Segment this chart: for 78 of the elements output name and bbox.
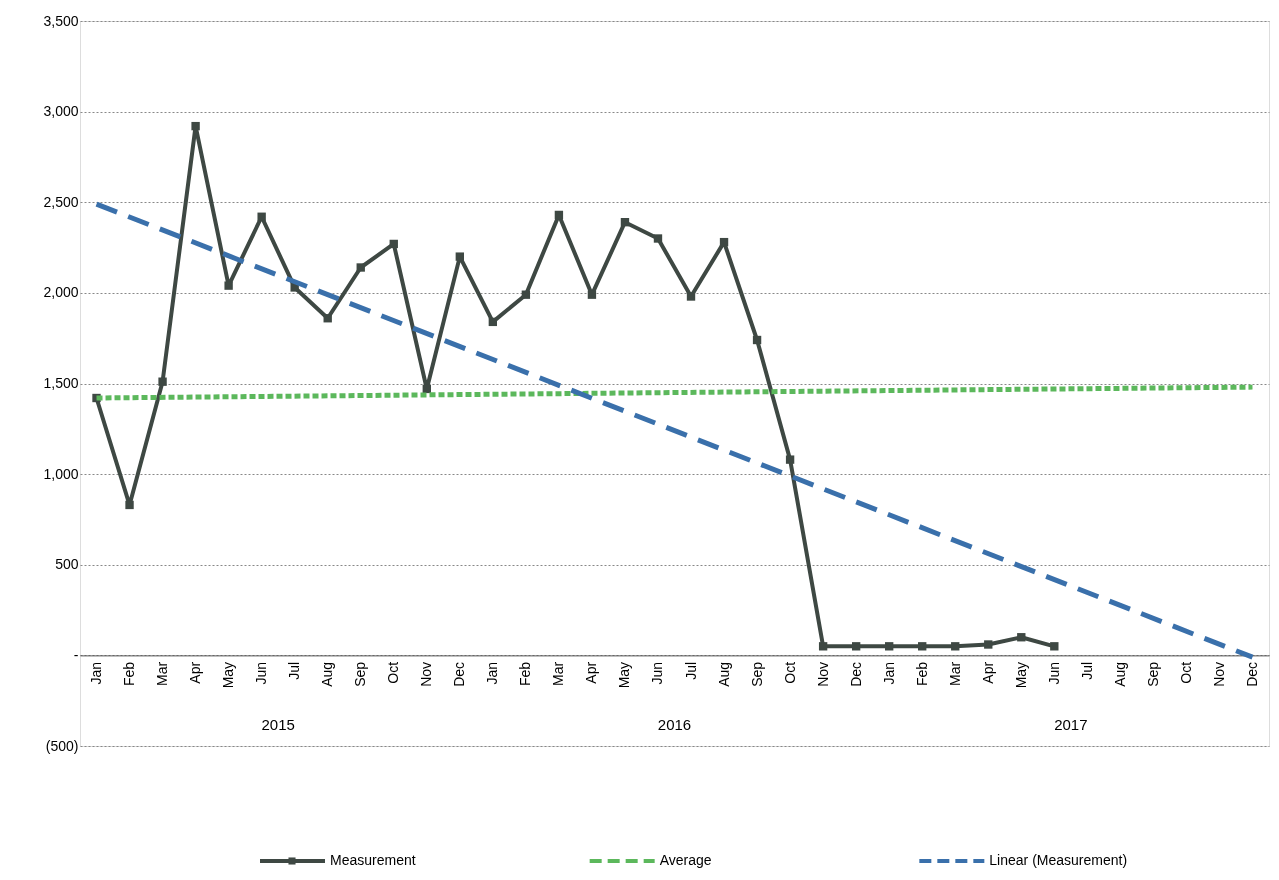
x-tick-label: Jul xyxy=(1078,661,1095,680)
point xyxy=(653,234,663,243)
point xyxy=(918,642,927,651)
x-tick-label: Mar xyxy=(154,661,171,686)
x-tick-label: Nov xyxy=(814,661,831,687)
y-tick-label: 2,000 xyxy=(43,284,79,301)
x-tick-label: Sep xyxy=(748,661,765,687)
point xyxy=(323,314,332,323)
point xyxy=(257,212,266,221)
point xyxy=(951,642,960,651)
point xyxy=(389,239,398,249)
x-tick-label: May xyxy=(616,661,633,689)
point xyxy=(488,317,498,327)
x-tick-label: Feb xyxy=(517,661,534,686)
x-tick-label: Jan xyxy=(880,661,897,685)
point xyxy=(587,290,597,299)
legend-label: Linear (Measurement) xyxy=(989,852,1128,868)
legend-label: Average xyxy=(659,852,712,868)
annotation: 2016 xyxy=(657,716,692,734)
point xyxy=(521,290,531,299)
x-tick-label: May xyxy=(1012,661,1029,689)
y-tick-label: 2,500 xyxy=(43,193,79,210)
y-tick-label: - xyxy=(73,646,79,663)
point xyxy=(885,642,894,651)
point xyxy=(620,218,630,227)
x-tick-label: Dec xyxy=(847,661,864,687)
point xyxy=(158,377,167,386)
x-tick-label: Jan xyxy=(88,661,105,685)
point xyxy=(356,263,365,272)
x-tick-label: Jul xyxy=(682,661,699,680)
point xyxy=(719,237,729,247)
x-tick-label: Aug xyxy=(319,661,336,687)
y-tick-label: 3,500 xyxy=(43,12,79,29)
point xyxy=(125,500,134,510)
annotation: 2015 xyxy=(261,716,295,734)
legend-label: Measurement xyxy=(330,852,416,868)
point xyxy=(224,281,233,290)
point xyxy=(851,642,861,651)
x-tick-label: Oct xyxy=(781,661,798,684)
x-tick-label: Feb xyxy=(913,661,930,686)
x-tick-label: Apr xyxy=(583,661,600,684)
x-tick-label: Nov xyxy=(418,661,435,687)
point xyxy=(1017,633,1026,642)
x-tick-label: Aug xyxy=(715,661,732,687)
point xyxy=(818,642,828,651)
y-tick-label: 3,000 xyxy=(43,103,79,120)
x-tick-label: Nov xyxy=(1210,661,1227,687)
x-tick-label: Oct xyxy=(385,661,402,684)
x-tick-label: Apr xyxy=(187,661,204,684)
point xyxy=(752,335,762,345)
y-tick-label: 500 xyxy=(55,556,79,573)
y-tick-label: 1,500 xyxy=(43,375,79,391)
x-tick-label: Oct xyxy=(1177,661,1194,684)
x-tick-label: May xyxy=(220,661,237,689)
point xyxy=(984,640,993,649)
x-tick-label: Dec xyxy=(451,661,468,687)
x-tick-label: Aug xyxy=(1111,661,1128,687)
point xyxy=(191,121,200,131)
x-tick-label: Jun xyxy=(253,661,270,685)
annotation: 2017 xyxy=(1054,716,1088,734)
x-tick-label: Feb xyxy=(121,661,138,686)
point xyxy=(554,210,564,220)
y-tick-label: 1,000 xyxy=(43,465,79,482)
x-tick-label: Jun xyxy=(649,661,666,685)
x-tick-label: Dec xyxy=(1243,661,1260,687)
x-tick-label: Jul xyxy=(286,661,303,680)
point xyxy=(1050,642,1059,651)
point xyxy=(455,252,464,261)
point xyxy=(785,455,795,464)
point xyxy=(686,292,696,301)
x-tick-label: Sep xyxy=(1144,661,1161,687)
x-tick-label: Mar xyxy=(946,661,963,686)
x-tick-label: Apr xyxy=(979,661,996,684)
x-tick-label: Mar xyxy=(550,661,567,686)
x-tick-label: Jun xyxy=(1045,661,1062,685)
x-tick-label: Jan xyxy=(484,661,501,685)
y-tick-label: (500) xyxy=(45,737,79,754)
x-tick-label: Sep xyxy=(352,661,369,687)
